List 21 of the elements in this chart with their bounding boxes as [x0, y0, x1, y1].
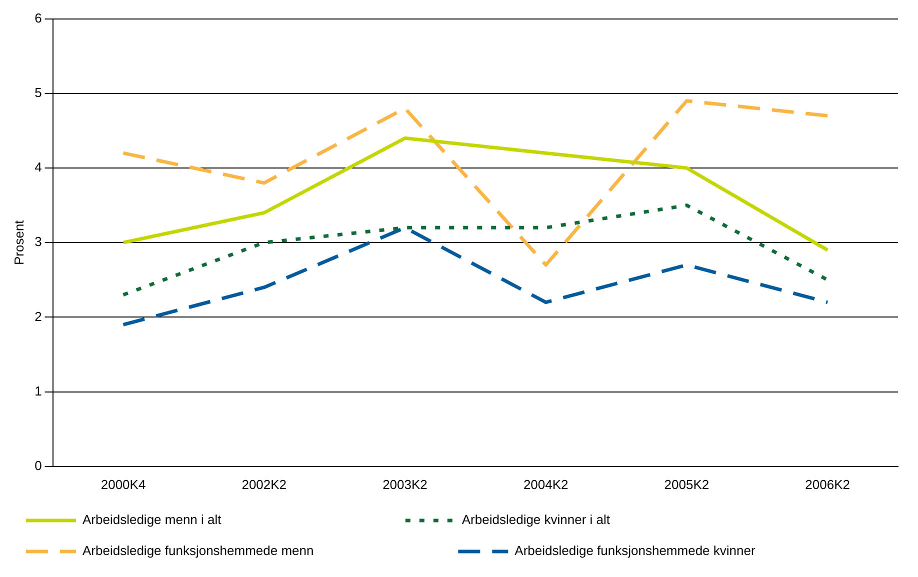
y-tick-label: 0 [34, 458, 42, 473]
legend-label: Arbeidsledige funksjonshemmede kvinner [514, 543, 756, 558]
x-tick-label: 2003K2 [382, 476, 428, 492]
y-tick-label: 1 [34, 383, 42, 398]
line-series [122, 226, 830, 326]
y-tick-label: 3 [34, 234, 42, 250]
legend-label: Arbeidsledige menn i alt [82, 512, 388, 528]
x-tick-label: 2006K2 [805, 476, 850, 492]
y-tick-label: 6 [34, 10, 42, 26]
legend-label: Arbeidsledige kvinner i alt [462, 512, 610, 528]
y-tick-label: 5 [34, 84, 42, 100]
line-series [122, 204, 830, 297]
x-tick-label: 2002K2 [242, 476, 287, 492]
x-tick-label: 2000K4 [100, 476, 146, 492]
x-tick-label: 2004K2 [523, 476, 568, 492]
y-axis-title: Prosent [11, 220, 26, 266]
legend-label: Arbeidsledige funksjonshemmede menn [82, 543, 440, 558]
x-tick-label: 2005K2 [664, 476, 710, 492]
y-tick-label: 2 [34, 308, 42, 324]
y-tick-label: 4 [34, 160, 42, 175]
line-series [122, 99, 830, 267]
